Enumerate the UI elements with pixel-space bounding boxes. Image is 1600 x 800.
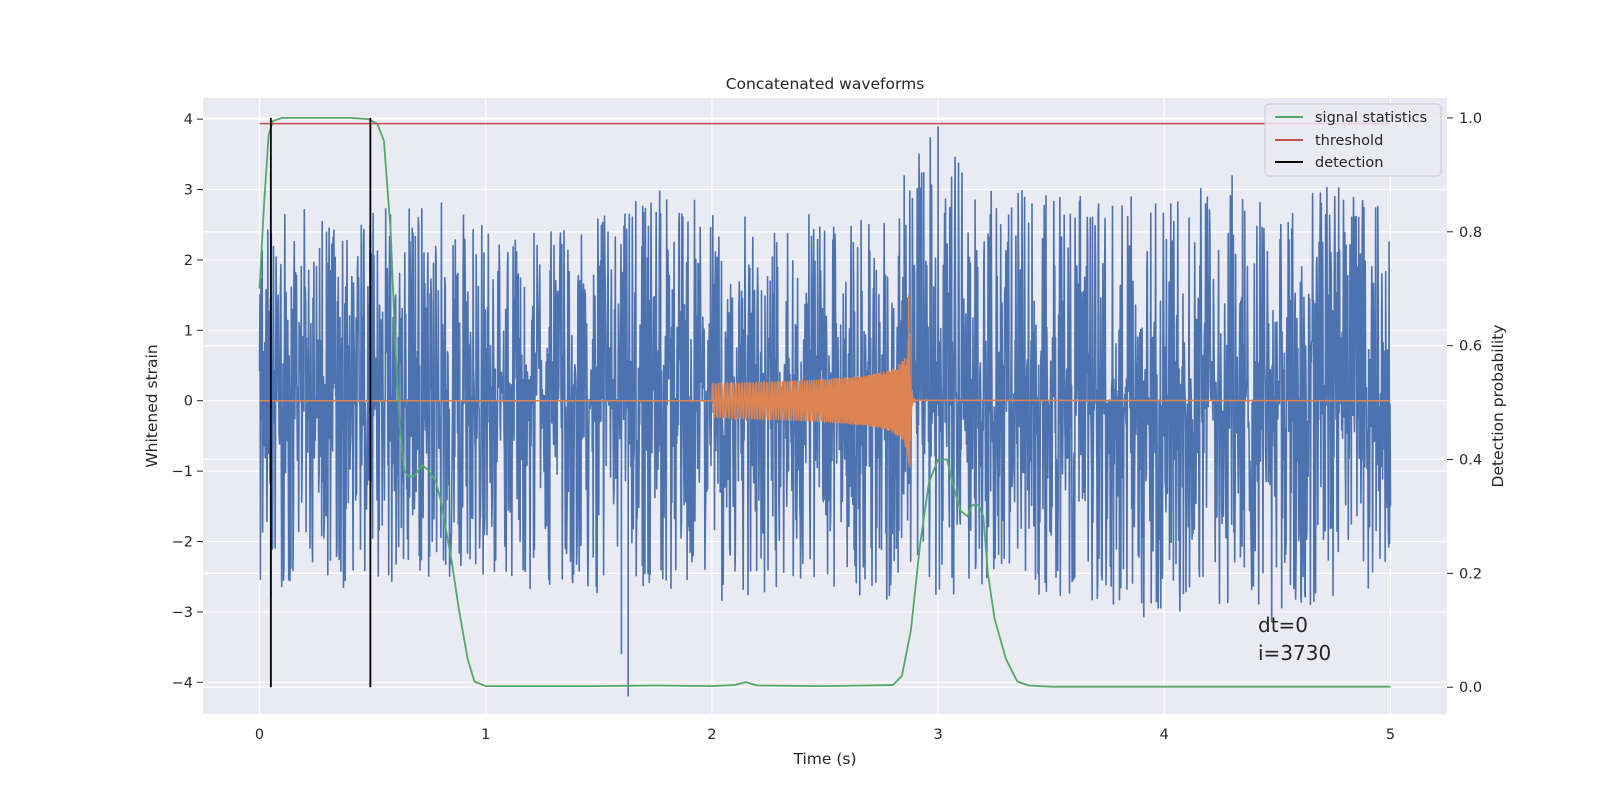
y-tick-label: −2 — [172, 535, 193, 551]
y2-tick-label: 0.6 — [1459, 339, 1482, 355]
legend-label-signal-statistics: signal statistics — [1315, 110, 1427, 126]
annotation-i: i=3730 — [1258, 641, 1331, 665]
chart-title: Concatenated waveforms — [726, 75, 925, 93]
y-axis: 4 3 2 1 0 −1 −2 −3 −4 — [172, 112, 203, 691]
y2-axis: 1.0 0.8 0.6 0.4 0.2 0.0 — [1447, 111, 1482, 696]
y-tick-label: −1 — [172, 464, 193, 480]
x-tick-label: 2 — [707, 727, 716, 743]
series-whitened-strain — [258, 126, 1392, 697]
series-signal-statistics — [258, 117, 1391, 688]
y-tick-label: 4 — [184, 112, 193, 128]
legend-label-detection: detection — [1315, 155, 1383, 171]
x-axis-label: Time (s) — [792, 750, 856, 768]
y-tick-label: 3 — [184, 183, 193, 199]
annotation-dt: dt=0 — [1258, 613, 1308, 637]
legend-box — [1264, 103, 1442, 177]
y-axis-label: Whitened strain — [143, 344, 161, 467]
x-tick-label: 1 — [481, 727, 490, 743]
y2-tick-label: 0.8 — [1459, 225, 1482, 241]
x-axis: 0 1 2 3 4 5 — [255, 727, 1395, 743]
y-tick-label: −3 — [172, 605, 193, 621]
x-tick-label: 5 — [1386, 727, 1395, 743]
series-template-waveform — [259, 295, 1391, 468]
y2-tick-label: 0.0 — [1459, 680, 1482, 696]
legend-label-threshold: threshold — [1315, 133, 1383, 149]
y-tick-label: −4 — [172, 675, 193, 691]
x-tick-label: 4 — [1160, 727, 1169, 743]
x-tick-label: 3 — [933, 727, 942, 743]
y-tick-label: 2 — [184, 253, 193, 269]
plot-area — [258, 117, 1392, 697]
y2-tick-label: 0.2 — [1459, 566, 1482, 582]
y2-axis-label: Detection probability — [1489, 325, 1507, 488]
y-tick-label: 0 — [184, 394, 193, 410]
x-tick-label: 0 — [255, 727, 264, 743]
y2-tick-label: 1.0 — [1459, 111, 1482, 127]
y-tick-label: 1 — [184, 323, 193, 339]
legend: signal statistics threshold detection — [1264, 103, 1442, 177]
y2-tick-label: 0.4 — [1459, 453, 1482, 469]
